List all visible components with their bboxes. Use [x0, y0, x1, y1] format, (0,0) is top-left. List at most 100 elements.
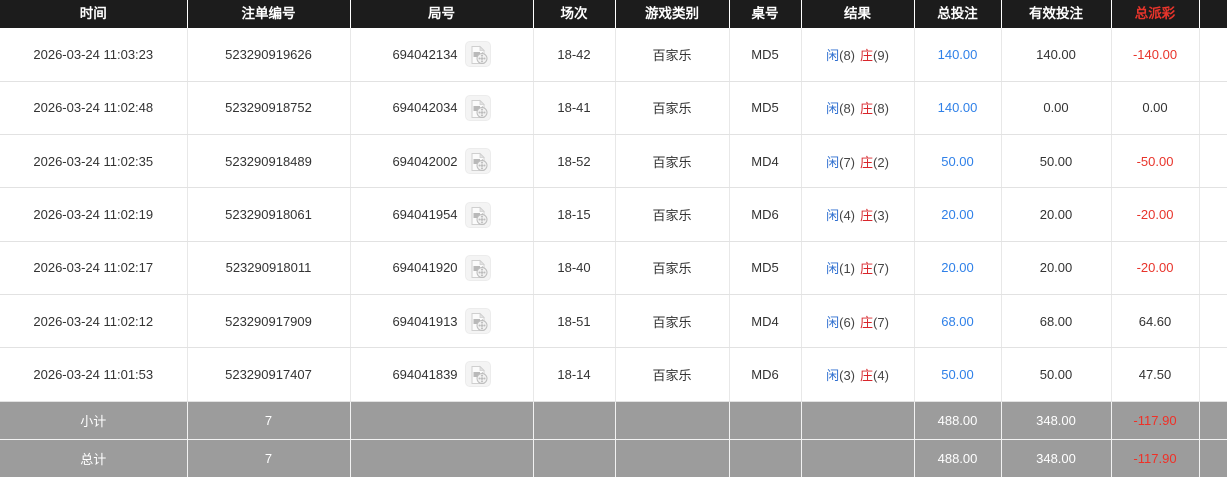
cell-total-payout: -140.00 — [1111, 28, 1200, 82]
cell-session: 18-51 — [533, 294, 616, 349]
cell-total-payout: -20.00 — [1111, 187, 1200, 242]
cell-total-bet: 50.00 — [914, 347, 1002, 402]
result-banker-label: 庄 — [860, 154, 874, 170]
video-replay-icon[interactable] — [464, 41, 491, 68]
cell-spacer — [1199, 81, 1227, 136]
summary-round-no — [350, 439, 534, 478]
table-row[interactable]: 2026-03-24 11:02:35 523290918489 694042002… — [0, 134, 1227, 189]
cell-order-no: 523290918752 — [187, 81, 351, 136]
cell-session: 18-14 — [533, 347, 616, 402]
round-no-text: 694041913 — [392, 313, 458, 329]
column-header-session[interactable]: 场次 — [533, 0, 616, 28]
summary-round-no — [350, 401, 534, 440]
round-no-text: 694042034 — [392, 100, 458, 116]
cell-session: 18-40 — [533, 241, 616, 295]
result-banker-label: 庄 — [860, 367, 874, 383]
cell-order-no: 523290919626 — [187, 28, 351, 82]
column-header-table_no[interactable]: 桌号 — [729, 0, 802, 28]
column-header-result[interactable]: 结果 — [801, 0, 915, 28]
cell-spacer — [1199, 241, 1227, 295]
cell-round-no: 694041920 — [350, 241, 534, 295]
round-no-text: 694042134 — [392, 46, 458, 62]
column-header-order_no[interactable]: 注单编号 — [187, 0, 351, 28]
result-banker-value: (3) — [873, 208, 889, 224]
header-row: 时间 注单编号 局号 场次 游戏类别 桌号 结果 总投注 有效投注 总派彩 — [0, 0, 1227, 28]
summary-total-bet: 488.00 — [914, 439, 1002, 478]
cell-spacer — [1199, 134, 1227, 189]
table-row[interactable]: 2026-03-24 11:02:48 523290918752 694042034… — [0, 81, 1227, 136]
cell-table-no: MD4 — [729, 294, 802, 349]
cell-result: 闲(6) 庄(7) — [801, 294, 915, 349]
cell-session: 18-52 — [533, 134, 616, 189]
video-replay-icon[interactable] — [464, 308, 491, 335]
cell-order-no: 523290917407 — [187, 347, 351, 402]
cell-result: 闲(7) 庄(2) — [801, 134, 915, 189]
cell-order-no: 523290918061 — [187, 187, 351, 242]
table-row[interactable]: 2026-03-24 11:01:53 523290917407 694041839… — [0, 347, 1227, 402]
column-header-spacer[interactable] — [1199, 0, 1227, 28]
video-replay-icon[interactable] — [464, 94, 491, 121]
table-row[interactable]: 2026-03-24 11:02:19 523290918061 694041954… — [0, 187, 1227, 242]
result-banker-value: (9) — [873, 47, 889, 63]
cell-table-no: MD6 — [729, 347, 802, 402]
summary-label: 总计 — [0, 439, 188, 478]
summary-total-bet: 488.00 — [914, 401, 1002, 440]
cell-result: 闲(1) 庄(7) — [801, 241, 915, 295]
cell-round-no: 694041913 — [350, 294, 534, 349]
cell-table-no: MD5 — [729, 241, 802, 295]
cell-order-no: 523290918011 — [187, 241, 351, 295]
summary-total-payout: -117.90 — [1111, 439, 1200, 478]
video-replay-icon[interactable] — [464, 148, 491, 175]
video-replay-icon[interactable] — [464, 254, 491, 281]
result-banker-label: 庄 — [860, 208, 874, 224]
table-row[interactable]: 2026-03-24 11:02:12 523290917909 694041913… — [0, 294, 1227, 349]
summary-session — [533, 439, 616, 478]
round-no-text: 694041954 — [392, 207, 458, 223]
cell-game-type: 百家乐 — [615, 347, 730, 402]
cell-game-type: 百家乐 — [615, 241, 730, 295]
result-banker-value: (7) — [873, 314, 889, 330]
video-replay-icon[interactable] — [464, 361, 491, 388]
column-header-total_bet[interactable]: 总投注 — [914, 0, 1002, 28]
result-player-label: 闲 — [826, 154, 840, 170]
column-header-total_payout[interactable]: 总派彩 — [1111, 0, 1200, 28]
cell-round-no: 694042134 — [350, 28, 534, 82]
summary-count: 7 — [187, 439, 351, 478]
cell-spacer — [1199, 28, 1227, 82]
table-row[interactable]: 2026-03-24 11:02:17 523290918011 694041920… — [0, 241, 1227, 295]
round-no-text: 694041839 — [392, 366, 458, 382]
cell-round-no: 694041954 — [350, 187, 534, 242]
result-player-value: (8) — [839, 47, 855, 63]
table-footer: 小计 7 488.00 348.00 -117.90 总计 7 488.00 348.00 -11… — [0, 401, 1227, 478]
video-replay-icon[interactable] — [464, 201, 491, 228]
column-header-round_no[interactable]: 局号 — [350, 0, 534, 28]
column-header-time[interactable]: 时间 — [0, 0, 188, 28]
cell-time: 2026-03-24 11:02:17 — [0, 241, 188, 295]
cell-spacer — [1199, 294, 1227, 349]
cell-spacer — [1199, 347, 1227, 402]
cell-spacer — [1199, 187, 1227, 242]
result-player-value: (4) — [839, 208, 855, 224]
cell-table-no: MD5 — [729, 81, 802, 136]
cell-session: 18-41 — [533, 81, 616, 136]
result-player-value: (7) — [839, 154, 855, 170]
result-banker-label: 庄 — [860, 47, 874, 63]
summary-spacer — [1199, 439, 1227, 477]
result-banker-label: 庄 — [860, 101, 874, 117]
column-header-game_type[interactable]: 游戏类别 — [615, 0, 730, 28]
cell-valid-bet: 20.00 — [1001, 187, 1112, 242]
summary-table-no — [729, 401, 802, 440]
result-player-label: 闲 — [826, 47, 840, 63]
cell-game-type: 百家乐 — [615, 81, 730, 136]
cell-table-no: MD5 — [729, 28, 802, 82]
result-player-label: 闲 — [826, 101, 840, 117]
result-banker-value: (2) — [873, 154, 889, 170]
cell-total-payout: -50.00 — [1111, 134, 1200, 189]
cell-valid-bet: 50.00 — [1001, 347, 1112, 402]
summary-valid-bet: 348.00 — [1001, 439, 1112, 478]
cell-result: 闲(3) 庄(4) — [801, 347, 915, 402]
cell-total-payout: 64.60 — [1111, 294, 1200, 349]
table-row[interactable]: 2026-03-24 11:03:23 523290919626 694042134… — [0, 28, 1227, 82]
column-header-valid_bet[interactable]: 有效投注 — [1001, 0, 1112, 28]
summary-valid-bet: 348.00 — [1001, 401, 1112, 440]
